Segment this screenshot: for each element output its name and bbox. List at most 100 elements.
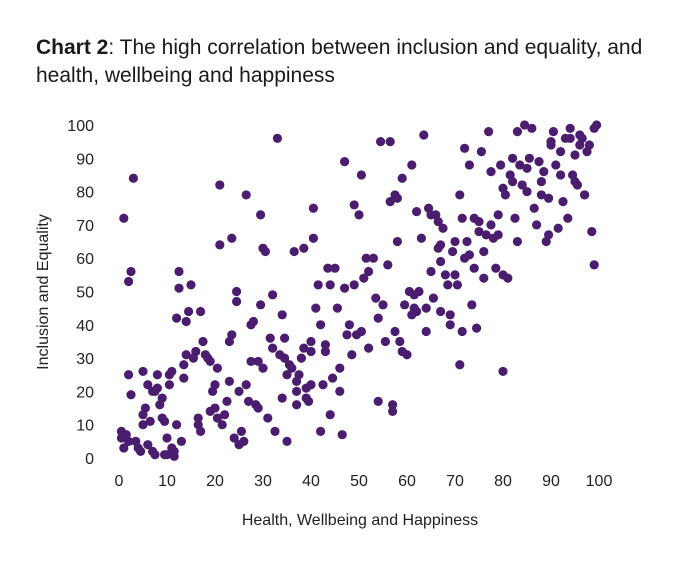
data-point — [181, 350, 191, 360]
data-point — [205, 356, 215, 367]
data-point — [383, 260, 393, 270]
data-point — [277, 310, 287, 320]
x-tick-label: 30 — [254, 473, 272, 490]
data-point — [241, 380, 251, 390]
y-axis-label: Inclusion and Equality — [35, 214, 52, 370]
data-point — [438, 223, 448, 233]
data-point — [392, 193, 402, 203]
data-point — [349, 280, 359, 290]
data-point — [556, 170, 566, 180]
x-axis-ticks: 0 10 20 30 40 50 60 70 80 90 100 — [115, 473, 613, 490]
data-point — [493, 210, 503, 220]
data-point — [464, 160, 474, 170]
data-point — [335, 386, 345, 396]
data-point — [232, 296, 242, 307]
data-point — [529, 203, 539, 213]
data-point — [282, 370, 292, 380]
data-point — [138, 420, 148, 430]
data-point — [587, 226, 597, 237]
data-point — [479, 273, 489, 283]
data-point — [544, 230, 554, 240]
data-point — [419, 130, 429, 140]
y-tick-label: 80 — [76, 185, 94, 202]
data-point — [126, 390, 136, 400]
data-point — [500, 190, 510, 200]
data-point — [563, 213, 573, 223]
data-point — [215, 240, 225, 250]
data-point — [191, 346, 201, 357]
data-point — [227, 330, 237, 340]
data-point — [392, 236, 402, 247]
data-point — [577, 133, 587, 143]
data-point — [395, 336, 405, 347]
data-point — [234, 386, 244, 396]
data-point — [316, 426, 326, 436]
data-point — [507, 177, 518, 187]
data-point — [340, 157, 350, 167]
x-axis-label: Health, Wellbeing and Happiness — [242, 512, 478, 529]
data-point — [479, 246, 489, 257]
data-point — [592, 120, 602, 130]
data-point — [469, 263, 479, 273]
data-point — [162, 433, 172, 443]
x-tick-label: 90 — [542, 473, 560, 490]
data-point — [316, 320, 326, 330]
data-point — [193, 413, 203, 423]
data-point — [481, 230, 491, 240]
data-point — [150, 450, 160, 460]
x-tick-label: 60 — [398, 473, 416, 490]
data-point — [496, 160, 506, 170]
data-point — [450, 270, 460, 280]
data-point — [457, 326, 467, 337]
data-point — [416, 233, 426, 243]
data-point — [368, 253, 378, 263]
x-tick-label: 80 — [494, 473, 512, 490]
data-point — [512, 127, 523, 137]
data-point — [198, 336, 208, 347]
y-tick-label: 50 — [76, 285, 94, 302]
y-tick-label: 10 — [76, 418, 94, 435]
data-point — [140, 403, 150, 413]
x-tick-label: 50 — [350, 473, 368, 490]
data-point — [498, 366, 508, 377]
data-point — [347, 350, 357, 360]
data-point — [493, 230, 503, 240]
data-point — [330, 263, 340, 273]
data-point — [263, 413, 273, 423]
data-point — [217, 420, 227, 430]
data-point — [589, 260, 599, 270]
data-points — [116, 120, 602, 461]
data-point — [172, 420, 182, 430]
data-point — [450, 236, 460, 247]
data-point — [268, 343, 278, 353]
data-point — [308, 203, 318, 213]
data-point — [229, 433, 239, 443]
data-point — [318, 380, 328, 390]
chart-title-prefix: Chart 2 — [36, 36, 109, 59]
data-point — [224, 376, 234, 387]
data-point — [256, 300, 266, 310]
data-point — [239, 436, 249, 446]
data-point — [244, 396, 254, 406]
data-point — [332, 303, 342, 313]
x-tick-label: 20 — [206, 473, 224, 490]
data-point — [527, 123, 537, 133]
data-point — [436, 256, 446, 267]
data-point — [311, 303, 321, 313]
data-point — [510, 213, 520, 223]
data-point — [157, 393, 167, 403]
data-point — [210, 403, 220, 413]
data-point — [335, 363, 345, 373]
data-point — [536, 190, 547, 200]
data-point — [124, 276, 134, 287]
data-point — [265, 333, 275, 343]
data-point — [467, 300, 477, 310]
data-point — [455, 190, 465, 200]
data-point — [388, 406, 398, 416]
y-tick-label: 40 — [76, 318, 94, 335]
y-tick-label: 0 — [85, 451, 94, 468]
data-point — [354, 210, 364, 220]
data-point — [455, 360, 465, 370]
data-point — [260, 246, 270, 257]
